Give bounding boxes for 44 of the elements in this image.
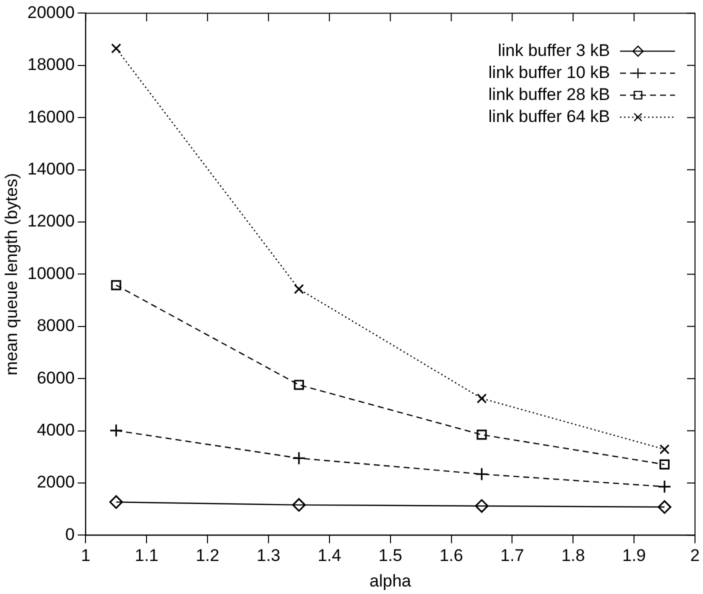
x-tick-label: 1.2 — [196, 546, 220, 566]
point — [294, 284, 304, 294]
x-axis-title: alpha — [370, 571, 412, 590]
x-tick-label: 1.4 — [318, 546, 342, 566]
x-tick-label: 1.6 — [439, 546, 464, 566]
point — [658, 500, 672, 514]
point — [111, 43, 122, 54]
x-tick-label: 1.1 — [134, 546, 158, 566]
point — [659, 459, 670, 470]
legend-label: link buffer 64 kB — [488, 106, 610, 126]
y-tick-label: 4000 — [36, 420, 75, 440]
x-tick-label: 1.7 — [500, 546, 524, 566]
point — [109, 424, 123, 438]
y-axis-title: mean queue length (bytes) — [2, 173, 21, 376]
x-tick-label: 1.9 — [622, 546, 646, 566]
x-tick-label: 1.5 — [378, 546, 402, 566]
x-tick-label: 1 — [80, 546, 90, 566]
y-tick-label: 12000 — [27, 212, 75, 231]
y-tick-label: 10000 — [27, 264, 75, 283]
y-tick-label: 2000 — [36, 472, 75, 492]
y-tick-label: 8000 — [36, 316, 75, 336]
y-tick-label: 0 — [65, 524, 75, 544]
x-tick-label: 2 — [690, 546, 700, 566]
point — [111, 280, 122, 290]
point — [474, 467, 489, 481]
point — [292, 498, 306, 512]
x-tick-label: 1.8 — [561, 546, 585, 566]
legend-label: link buffer 3 kB — [498, 40, 610, 60]
y-tick-label: 16000 — [27, 107, 75, 126]
point — [294, 380, 304, 390]
point — [658, 480, 672, 494]
point — [476, 393, 487, 404]
point — [292, 451, 306, 466]
y-tick-label: 18000 — [27, 55, 75, 74]
legend-label: link buffer 10 kB — [488, 62, 610, 82]
x-tick-label: 1.3 — [256, 546, 280, 566]
point — [474, 499, 489, 513]
point — [476, 430, 487, 440]
point — [659, 444, 670, 454]
y-tick-label: 20000 — [27, 2, 75, 22]
legend-label: link buffer 28 kB — [488, 84, 610, 104]
point — [109, 495, 123, 509]
y-tick-label: 6000 — [36, 368, 75, 388]
y-tick-label: 14000 — [27, 159, 75, 178]
